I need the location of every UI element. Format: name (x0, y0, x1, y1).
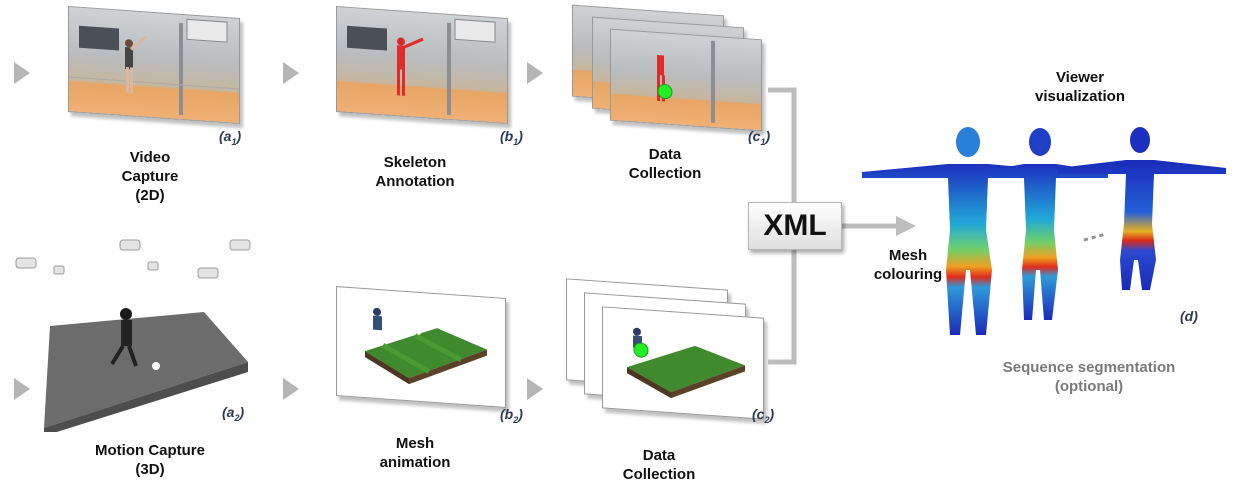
gym-scene-collection (657, 40, 715, 124)
input-arrow-top (14, 62, 30, 84)
tracking-marker (657, 84, 673, 100)
tag-c2: (c2) (752, 406, 775, 425)
tag-a2: (a2) (222, 404, 245, 423)
soccer-field-scene (365, 307, 487, 385)
label-data-collection-bottom: Data Collection (622, 447, 696, 483)
arrow-b1-c1 (527, 62, 543, 84)
motion-capture-image (8, 232, 258, 436)
mocap-scene (15, 239, 251, 436)
xml-label: XML (763, 209, 827, 242)
gym-scene-skeleton (347, 18, 496, 116)
label-mesh-colouring: Mesh colouring (873, 247, 943, 283)
arrow-a1-b1 (283, 62, 299, 84)
gym-scene-video (69, 18, 239, 116)
tag-c1: (c1) (748, 128, 771, 147)
label-sequence-segmentation: Sequence segmentation (optional) (1002, 359, 1176, 395)
label-skeleton-annotation: Skeleton Annotation (375, 154, 455, 190)
label-mesh-animation: Mesh animation (379, 435, 451, 471)
body-mesh-2 (978, 128, 1108, 320)
skeleton-annotation-image (336, 5, 508, 125)
arrow-a2-b2 (283, 378, 299, 400)
label-motion-capture: Motion Capture (3D) (95, 442, 205, 478)
soccer-field-collection (627, 327, 745, 399)
sequence-ellipsis (1083, 232, 1107, 242)
tracking-marker-3d (633, 342, 649, 358)
tag-d: (d) (1180, 308, 1198, 324)
body-mesh-1 (862, 127, 1078, 335)
input-arrow-bottom (14, 378, 30, 400)
mesh-animation-image (336, 286, 506, 408)
mesh-collection-frame-front (602, 306, 764, 420)
xml-file-icon: XML (748, 202, 842, 250)
tag-a1: (a1) (219, 128, 242, 147)
camera-icons (15, 239, 251, 279)
tag-b2: (b2) (500, 406, 523, 425)
data-collection-frame-front (610, 28, 762, 132)
tag-b1: (b1) (500, 128, 523, 147)
label-viewer-visualization: Viewer visualization (1034, 69, 1126, 105)
body-mesh-3 (1058, 127, 1226, 290)
arrow-b2-c2 (527, 378, 543, 400)
video-capture-image (68, 5, 240, 125)
colored-body-meshes (862, 127, 1226, 335)
label-data-collection-top: Data Collection (628, 146, 702, 182)
label-video-capture: Video Capture (2D) (121, 149, 179, 204)
